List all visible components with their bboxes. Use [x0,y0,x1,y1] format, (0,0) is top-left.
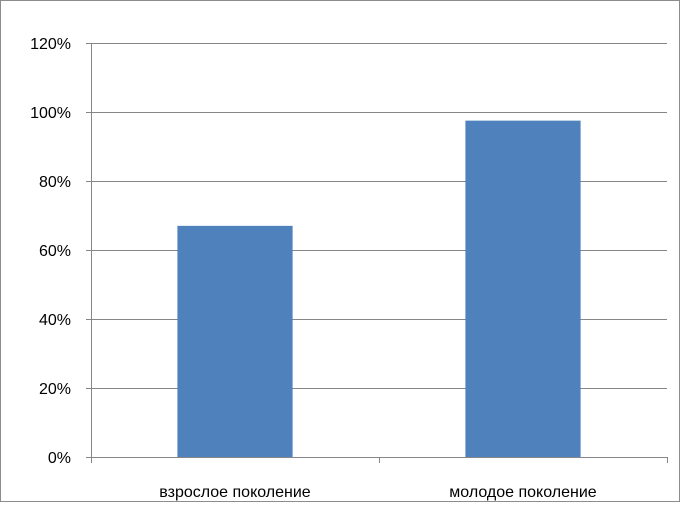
y-tick-label: 120% [30,36,71,53]
bar [465,120,581,457]
y-tick-label: 80% [39,174,71,191]
x-tick-labels: взрослое поколение молодое поколение [159,484,596,501]
y-tick-label: 60% [39,243,71,260]
bars-layer [177,120,581,457]
bar [177,225,293,457]
y-tick-label: 40% [39,312,71,329]
y-tick-labels: 0% 20% 40% 60% 80% 100% 120% [30,36,71,467]
y-tick-label: 0% [48,450,71,467]
x-tick-label: молодое поколение [449,484,596,501]
axis-layer [86,43,668,463]
y-tick-label: 20% [39,381,71,398]
x-tick-label: взрослое поколение [159,484,311,501]
y-tick-label: 100% [30,105,71,122]
